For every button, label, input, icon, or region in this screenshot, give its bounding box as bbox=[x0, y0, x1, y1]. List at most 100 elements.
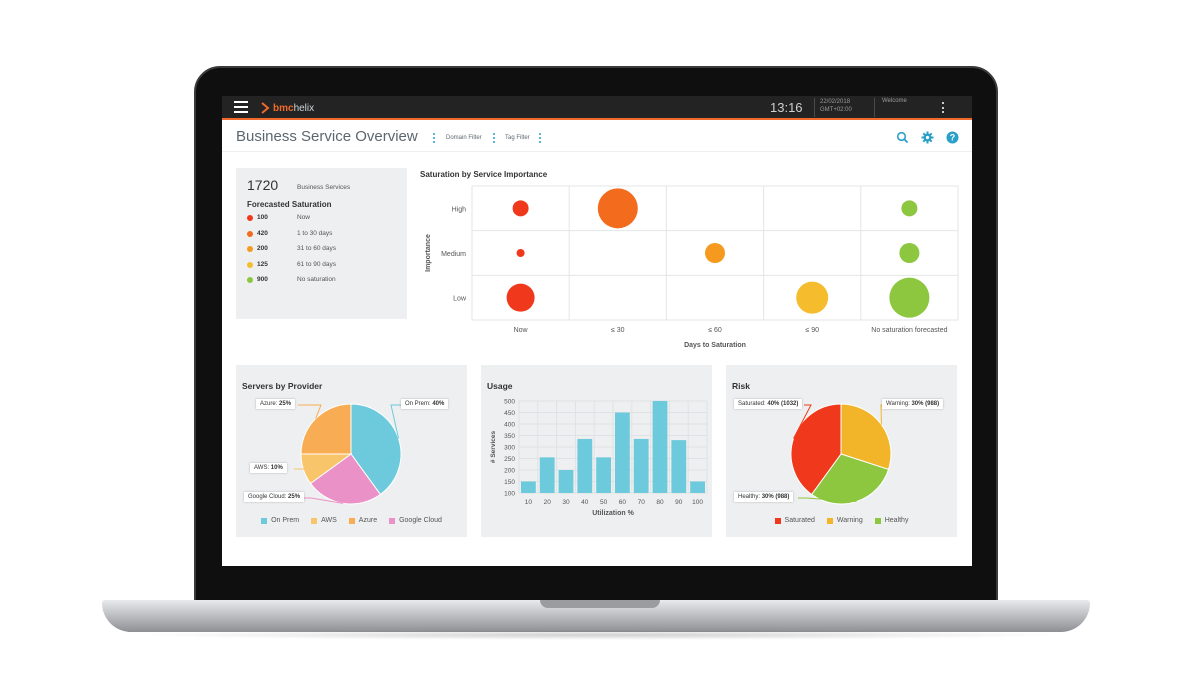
callout-line bbox=[798, 497, 857, 503]
bubble-chart-title: Saturation by Service Importance bbox=[420, 170, 548, 179]
x-axis-label: Utilization % bbox=[592, 510, 634, 517]
forecasted-saturation-title: Forecasted Saturation bbox=[247, 200, 332, 209]
saturation-row: 900 No saturation bbox=[247, 275, 397, 285]
saturation-count: 200 bbox=[257, 245, 268, 252]
callout-line bbox=[301, 497, 344, 504]
bar bbox=[633, 438, 649, 493]
domain-filter-options-icon[interactable] bbox=[493, 133, 495, 143]
slice-callout: Warning: 30% (988) bbox=[882, 399, 944, 409]
legend-swatch bbox=[389, 517, 396, 524]
timezone-line: GMT+02:00 bbox=[820, 107, 852, 113]
laptop-shadow bbox=[130, 630, 1070, 640]
saturation-count: 420 bbox=[257, 229, 268, 237]
laptop-notch bbox=[540, 600, 660, 608]
callout-line bbox=[390, 404, 401, 439]
x-tick-label: 10 bbox=[525, 499, 533, 506]
status-dot bbox=[247, 230, 253, 237]
x-tick-label: Now bbox=[514, 327, 529, 334]
saturation-range: 1 to 30 days bbox=[297, 229, 333, 237]
legend-swatch bbox=[348, 517, 355, 524]
y-tick-label: 400 bbox=[504, 422, 515, 429]
x-tick-label: 60 bbox=[619, 499, 627, 506]
title-options-icon[interactable] bbox=[433, 133, 435, 143]
x-tick-label: 70 bbox=[638, 499, 646, 506]
slice-label: Healthy: bbox=[738, 494, 762, 500]
legend-label: Healthy bbox=[884, 517, 909, 524]
page-title: Business Service Overview bbox=[236, 128, 418, 145]
usage-bar-chart: 500 450 400 350 300 250 200 150 100 10 20 30 40 50 60 7… bbox=[490, 399, 708, 517]
slice-callout: Azure: 25% bbox=[256, 399, 296, 409]
y-tick-label: 500 bbox=[504, 399, 515, 406]
x-tick-label: 50 bbox=[600, 499, 608, 506]
pie-slice bbox=[350, 403, 402, 496]
x-tick-label: 40 bbox=[581, 499, 589, 506]
legend-item: On Prem bbox=[261, 517, 299, 524]
saturation-row: 420 1 to 30 days bbox=[247, 229, 397, 239]
svg-text:?: ? bbox=[950, 133, 956, 143]
bar bbox=[690, 481, 705, 493]
callout-line bbox=[298, 404, 322, 419]
x-tick-label: ≤ 30 bbox=[611, 327, 625, 334]
status-dot bbox=[247, 277, 253, 283]
slice-value: 40% (1032) bbox=[767, 401, 799, 407]
slice-value: 25% bbox=[279, 401, 292, 407]
brand-name: bmchelix bbox=[273, 103, 314, 114]
saturation-range: Now bbox=[297, 214, 311, 221]
bubble-point bbox=[705, 243, 725, 263]
saturation-count: 100 bbox=[257, 214, 268, 221]
legend-item: AWS bbox=[311, 517, 337, 524]
usage-card: Usage 500 450 400 350 300 250 200 150 100 10 20 30 4… bbox=[481, 365, 712, 537]
tag-filter-options-icon[interactable] bbox=[539, 133, 541, 143]
brand-logo[interactable]: bmchelix bbox=[261, 101, 314, 115]
x-tick-label: 100 bbox=[692, 499, 703, 506]
x-tick-label: 30 bbox=[562, 499, 570, 506]
hamburger-menu-icon[interactable] bbox=[234, 101, 248, 113]
bubble-point bbox=[506, 283, 535, 312]
gear-icon[interactable] bbox=[921, 131, 934, 144]
y-tick-label: Medium bbox=[441, 251, 466, 258]
search-icon[interactable] bbox=[896, 131, 909, 144]
slice-label: Azure: bbox=[260, 401, 280, 407]
legend-item: Google Cloud bbox=[389, 517, 442, 524]
user-menu-icon[interactable] bbox=[942, 102, 945, 113]
legend-item: Saturated bbox=[774, 517, 815, 524]
topbar-divider bbox=[874, 98, 875, 117]
x-tick-label: ≤ 60 bbox=[708, 327, 722, 334]
legend-label: Google Cloud bbox=[399, 517, 442, 524]
slice-label: Saturated: bbox=[738, 401, 768, 407]
saturation-range: No saturation bbox=[297, 276, 336, 283]
bar bbox=[577, 438, 593, 493]
legend-swatch bbox=[311, 517, 318, 524]
domain-filter[interactable]: Domain Filter bbox=[446, 135, 482, 141]
y-tick-label: High bbox=[452, 206, 467, 213]
slice-label: AWS: bbox=[254, 465, 271, 471]
tag-filter[interactable]: Tag Filter bbox=[505, 135, 530, 141]
card-title: Risk bbox=[732, 381, 750, 391]
legend-label: Warning bbox=[836, 517, 863, 524]
status-dot bbox=[247, 261, 253, 268]
top-bar: bmchelix 13:16 22/02/2018 GMT+02:00 Welc… bbox=[222, 96, 972, 120]
x-tick-label: ≤ 90 bbox=[805, 327, 819, 334]
help-icon[interactable]: ? bbox=[946, 131, 959, 144]
y-axis-label: # Services bbox=[490, 431, 497, 464]
slice-callout: Healthy: 30% (988) bbox=[734, 492, 794, 502]
brand-helix: helix bbox=[293, 102, 315, 114]
legend-item: Healthy bbox=[874, 517, 909, 524]
bubble-point bbox=[512, 200, 529, 217]
bar bbox=[671, 440, 687, 493]
provider-legend: On Prem AWS Azure Google Cloud bbox=[236, 517, 467, 524]
slice-label: Google Cloud: bbox=[248, 494, 289, 500]
status-dot bbox=[247, 215, 253, 221]
saturation-row: 100 Now bbox=[247, 213, 397, 223]
date-display: 22/02/2018 GMT+02:00 bbox=[820, 98, 852, 114]
bar bbox=[596, 457, 611, 493]
slice-callout: AWS: 10% bbox=[250, 463, 287, 473]
saturation-count: 900 bbox=[257, 276, 268, 283]
bmc-logo-icon bbox=[261, 102, 270, 114]
x-tick-label: 80 bbox=[656, 499, 664, 506]
bar bbox=[652, 401, 668, 493]
legend-swatch bbox=[774, 517, 781, 524]
bubble-point bbox=[899, 243, 920, 263]
topbar-divider bbox=[814, 98, 815, 117]
card-title: Usage bbox=[487, 381, 513, 391]
